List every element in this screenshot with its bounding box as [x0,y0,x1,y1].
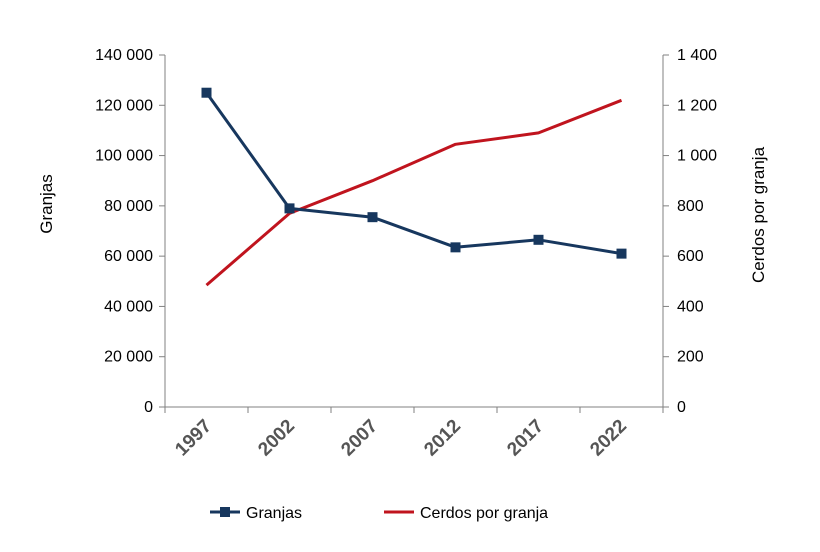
left-tick-label: 80 000 [104,198,153,215]
right-tick-label: 1 200 [677,97,717,114]
right-y-ticks: 0 200 400 600 800 1 000 1 200 1 400 [663,47,717,416]
legend-item-cerdos-por-granja: Cerdos por granja [384,505,548,522]
legend-item-granjas: Granjas [210,505,302,522]
data-point-granjas [201,87,212,98]
right-tick-label: 200 [677,349,704,366]
data-point-granjas [616,248,627,259]
x-tick-label: 2007 [337,416,382,461]
series-line-granjas [205,91,622,256]
legend-label-granjas: Granjas [246,505,302,522]
series-line-cerdos-por-granja [205,98,623,287]
left-tick-label: 0 [144,399,153,416]
left-tick-label: 100 000 [95,148,153,165]
left-tick-label: 120 000 [95,97,153,114]
left-tick-label: 40 000 [104,298,153,315]
left-y-ticks: 0 20 000 40 000 60 000 80 000 100 000 120 000 1… [95,47,165,416]
data-point-granjas [284,203,295,214]
right-tick-label: 1 400 [677,47,717,64]
data-point-granjas [533,234,544,245]
right-tick-label: 600 [677,248,704,265]
right-tick-label: 400 [677,298,704,315]
x-tick-label: 2022 [586,416,631,461]
series-layer [201,87,627,287]
x-ticks: 1997 2002 2007 2012 2017 2022 [164,407,664,461]
left-tick-label: 60 000 [104,248,153,265]
right-tick-label: 0 [677,399,686,416]
right-tick-label: 1 000 [677,148,717,165]
right-axis-title: Cerdos por granja [749,146,768,283]
x-tick-label: 1997 [171,416,216,461]
x-tick-label: 2002 [254,416,299,461]
left-axis-title: Granjas [37,174,56,234]
data-point-granjas [367,212,378,223]
left-tick-label: 140 000 [95,47,153,64]
data-point-granjas [450,242,461,253]
left-tick-label: 20 000 [104,349,153,366]
legend-label-cerdos-por-granja: Cerdos por granja [420,505,548,522]
legend-marker-granjas [220,507,230,517]
legend: Granjas Cerdos por granja [210,505,548,522]
x-tick-label: 2012 [420,416,465,461]
right-tick-label: 800 [677,198,704,215]
x-tick-label: 2017 [503,416,548,461]
